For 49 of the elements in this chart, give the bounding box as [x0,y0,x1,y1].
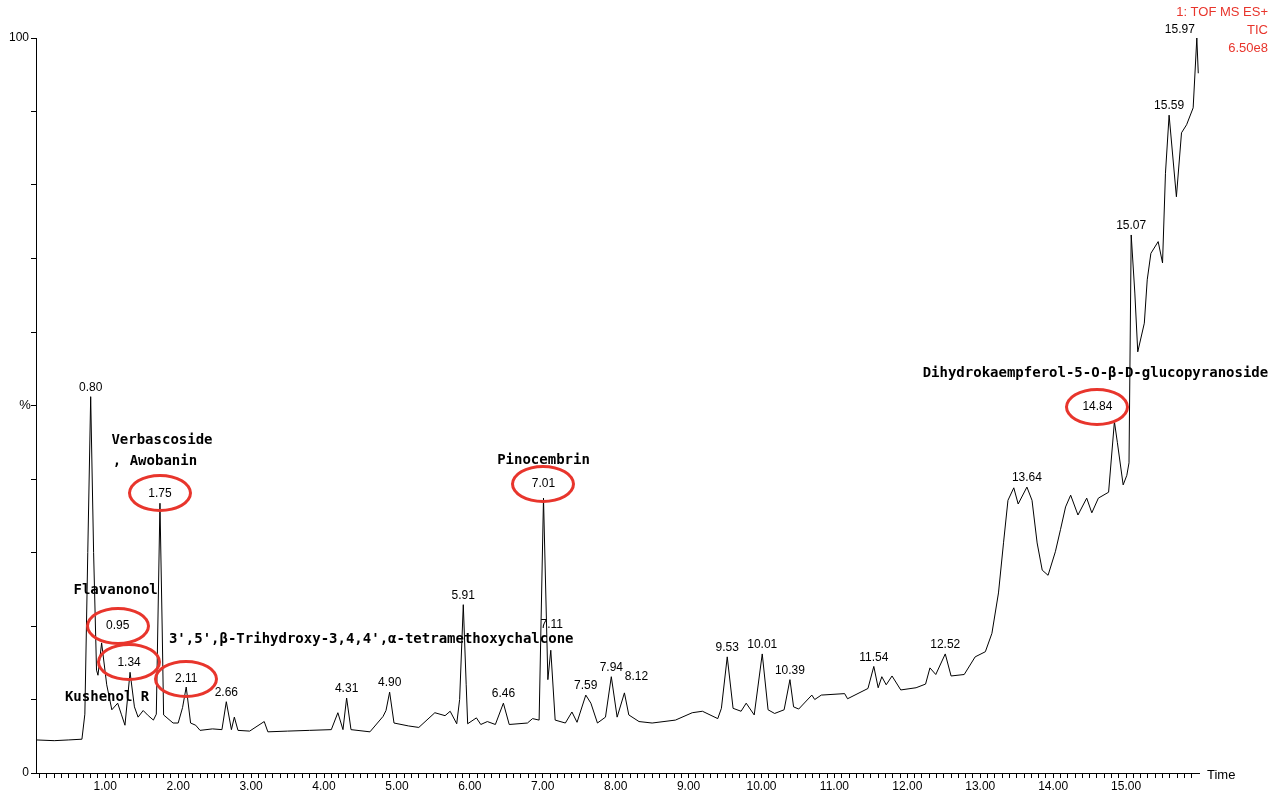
text: TIC [1247,21,1268,37]
x-tick-label: 13.00 [965,778,996,793]
annotation: 8.12 [624,669,649,684]
annotation: 13.64 [1011,470,1043,485]
annotation: 7.59 [574,678,598,693]
x-tick-label: 4.00 [312,778,337,793]
x-tick-label: 14.00 [1038,778,1069,793]
text: 6.50e8 [1228,39,1268,55]
annotation: 1.34 [117,654,142,669]
x-tick-label: 1.00 [93,778,118,793]
annotation: 9.53 [715,640,740,655]
x-tick-label: 5.00 [385,778,409,793]
x-tick-label: 10.00 [746,778,777,793]
annotation: 5.91 [451,588,476,602]
annotation: 15.07 [1116,218,1147,233]
annotation: 10.39 [774,662,806,677]
annotation: 10.01 [747,637,778,652]
x-tick-label: 2.00 [166,778,191,793]
annotation: 6.46 [491,686,516,701]
annotation: 2.11 [174,671,198,686]
annotation: 15.97 [1164,22,1196,37]
x-tick-label: 12.00 [892,778,923,793]
annotation: 0.95 [105,618,130,633]
annotation: 2.66 [214,685,239,700]
x-axis-title: Time [1207,766,1236,782]
x-tick-label: 15.00 [1111,778,1142,793]
x-tick-label: 8.00 [604,778,628,793]
x-tick-label: 7.00 [531,778,555,793]
annotation: Verbascoside [111,430,213,447]
annotation: 0.80 [79,379,103,394]
annotation: 11.54 [859,649,889,664]
y-tick-label: 100 [8,30,30,45]
x-tick-label: 3.00 [239,778,264,793]
annotation: 7.01 [531,476,556,491]
annotation: 1.75 [148,485,172,500]
annotation: 12.52 [930,637,961,652]
x-tick-label: 9.00 [676,778,701,793]
y-tick-label: 0 [22,765,30,780]
y-axis-title: % [19,397,32,413]
x-tick-label: 11.00 [819,778,850,793]
annotation: Pinocembrin [497,450,590,467]
annotation: 7.94 [599,660,624,675]
annotation: 4.31 [334,681,359,696]
x-tick-label: 6.00 [458,778,482,793]
annotation: 14.84 [1082,398,1113,413]
annotation: 15.59 [1154,98,1185,113]
text: 1: TOF MS ES+ [1176,3,1268,19]
annotation: 4.90 [377,675,402,690]
annotation: , Awobanin [112,451,198,468]
